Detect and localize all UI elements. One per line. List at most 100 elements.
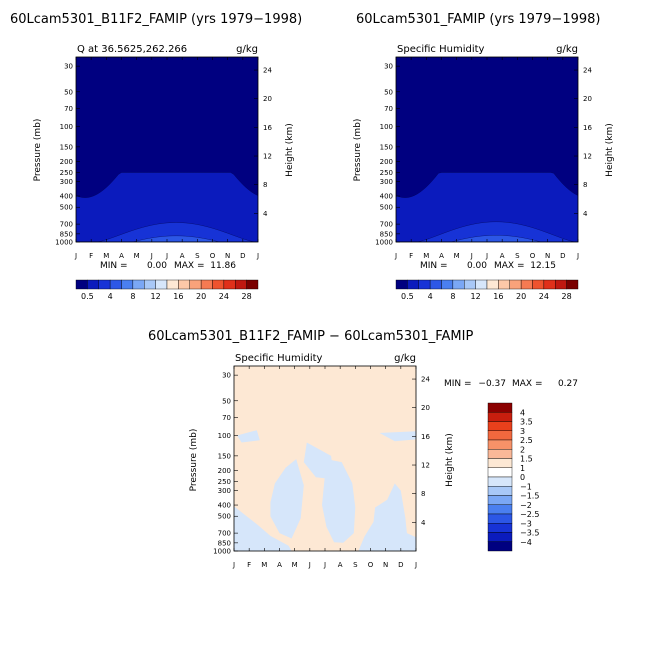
colorbar-label: 24 [219,292,229,301]
y-tick-label-pressure: 150 [60,143,73,151]
colorbar-swatch [487,430,513,441]
subtitle-units: g/kg [236,44,258,55]
x-tick-label: J [232,561,235,569]
x-tick-label: D [560,252,565,260]
y-tick-label-pressure: 500 [60,204,73,212]
y-tick-label-pressure: 200 [60,158,73,166]
min-max-stats: MIN = 0.00 MAX = 11.86 [100,261,236,271]
subtitle-left: Specific Humidity [235,353,323,364]
y-tick-label-pressure: 1000 [55,239,73,247]
colorbar-label: 2.5 [520,436,533,445]
contour-band-4 [76,222,258,242]
x-tick-label: M [292,561,298,569]
contour-fill [234,366,416,551]
colorbar-label: 20 [196,292,206,301]
colorbar-swatch [75,279,88,290]
y-tick-label-pressure: 200 [380,158,393,166]
chart-title: 60Lcam5301_B11F2_FAMIP (yrs 1979−1998) [10,12,302,27]
colorbar-swatch [487,523,513,533]
chart-title: 60Lcam5301_B11F2_FAMIP − 60Lcam5301_FAMI… [148,329,473,344]
y-tick-label-pressure: 700 [60,221,73,229]
y-tick-label-height: 16 [421,433,430,441]
colorbar-swatch [487,449,513,459]
panel-top-right: 60Lcam5301_FAMIP (yrs 1979−1998) Specifi… [353,12,615,301]
colorbar-swatch [487,467,513,478]
y-tick-label-pressure: 250 [380,169,393,177]
max-value: 12.15 [530,261,556,271]
y-tick-label-height: 12 [583,153,592,161]
colorbar-swatch [487,439,513,450]
y-tick-label-pressure: 30 [222,372,231,380]
x-tick-label: F [247,561,251,569]
colorbar-label: 1.5 [520,455,533,464]
y-tick-label-pressure: 500 [380,204,393,212]
y-tick-label-pressure: 70 [64,105,73,113]
max-label: MAX = [174,261,205,271]
y-tick-label-height: 12 [421,462,430,470]
chart-title: 60Lcam5301_FAMIP (yrs 1979−1998) [356,12,601,27]
colorbar: 0.5 4 8 12 16 20 24 28 [75,279,259,301]
subtitle-left: Q at 36.5625,262.266 [77,44,187,55]
y-tick-label-pressure: 30 [64,63,73,71]
negative-region-upper-right [379,431,416,442]
x-tick-label: J [414,561,417,569]
y-axis-label-pressure: Pressure (mb) [189,429,199,492]
y-tick-label-height: 4 [421,519,426,527]
colorbar-swatch [532,279,545,290]
max-value: 0.27 [558,379,578,389]
y-tick-label-pressure: 150 [380,143,393,151]
colorbar-swatch [166,279,179,290]
x-tick-label: F [409,252,413,260]
y-tick-label-height: 20 [263,95,272,103]
min-value: 0.00 [147,261,167,271]
y-tick-label-height: 4 [583,210,588,218]
min-label: MIN = [444,379,472,389]
colorbar-label: −1.5 [520,492,539,501]
max-label: MAX = [512,379,543,389]
colorbar-label: 2 [520,445,525,454]
colorbar-label: 8 [450,292,455,301]
colorbar-swatch [429,279,442,290]
x-tick-label: O [368,561,374,569]
y-tick-label-pressure: 100 [380,123,393,131]
colorbar-label: −3 [520,519,532,528]
y-tick-label-pressure: 400 [380,193,393,201]
x-tick-label: A [277,561,282,569]
x-tick-label: A [500,252,505,260]
min-value: −0.37 [478,379,506,389]
colorbar-swatch [543,279,556,290]
y-axis-label-pressure: Pressure (mb) [353,119,363,182]
colorbar-label: 16 [173,292,183,301]
colorbar-swatch [144,279,156,290]
colorbar-label: −3.5 [520,529,539,538]
contour-band-0.5 [76,172,258,242]
negative-region-lower-middle-left [270,459,304,539]
colorbar-swatch [212,279,225,290]
contour-band-4 [396,221,578,242]
colorbar-label: 0 [520,473,525,482]
colorbar-swatch [486,279,499,290]
colorbar-swatch [441,279,454,290]
colorbar-swatch [464,279,476,290]
contour-fill [396,57,578,242]
colorbar-swatch [452,279,465,290]
x-tick-label: N [225,252,230,260]
subtitle-left: Specific Humidity [397,44,485,55]
colorbar-swatch [487,504,513,515]
y-tick-label-pressure: 500 [218,513,231,521]
colorbar-swatch [509,279,522,290]
min-label: MIN = [420,261,448,271]
colorbar-swatch [87,279,99,290]
colorbar-swatch [121,279,134,290]
y-axis-label-height: Height (km) [285,123,295,177]
colorbar-swatch [566,279,579,290]
y-tick-label-pressure: 700 [380,221,393,229]
colorbar-swatch [235,279,247,290]
y-axis-label-height: Height (km) [445,433,455,487]
y-axis-label-pressure: Pressure (mb) [33,119,43,182]
x-tick-label: N [545,252,550,260]
colorbar-label: 8 [130,292,135,301]
